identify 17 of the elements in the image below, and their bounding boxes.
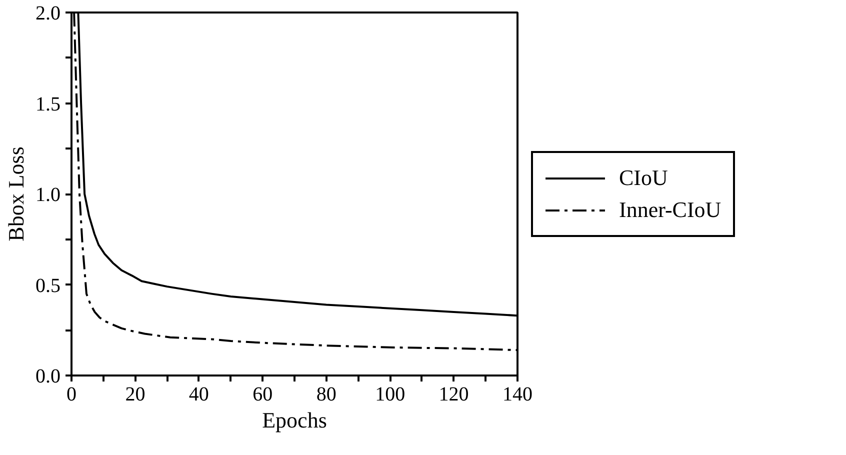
x-tick-label: 60 <box>252 384 273 406</box>
x-tick-label: 20 <box>125 384 146 406</box>
legend-label: CIoU <box>619 164 668 190</box>
x-axis-title: Epochs <box>262 408 327 432</box>
y-tick-label: 2.0 <box>36 2 60 24</box>
legend-label: Inner-CIoU <box>619 196 722 222</box>
y-tick-label: 1.0 <box>36 184 60 206</box>
x-tick-label: 120 <box>438 384 469 406</box>
y-tick-label: 1.5 <box>36 93 60 116</box>
y-axis-title: Bbox Loss <box>4 146 28 242</box>
y-tick-label: 0.5 <box>36 274 60 297</box>
y-tick-label: 0.0 <box>36 366 60 388</box>
x-tick-label: 100 <box>375 384 406 406</box>
x-tick-label: 140 <box>502 384 532 406</box>
x-tick-label: 80 <box>316 384 336 406</box>
x-tick-label: 40 <box>188 384 209 406</box>
x-tick-label: 0 <box>66 384 76 406</box>
